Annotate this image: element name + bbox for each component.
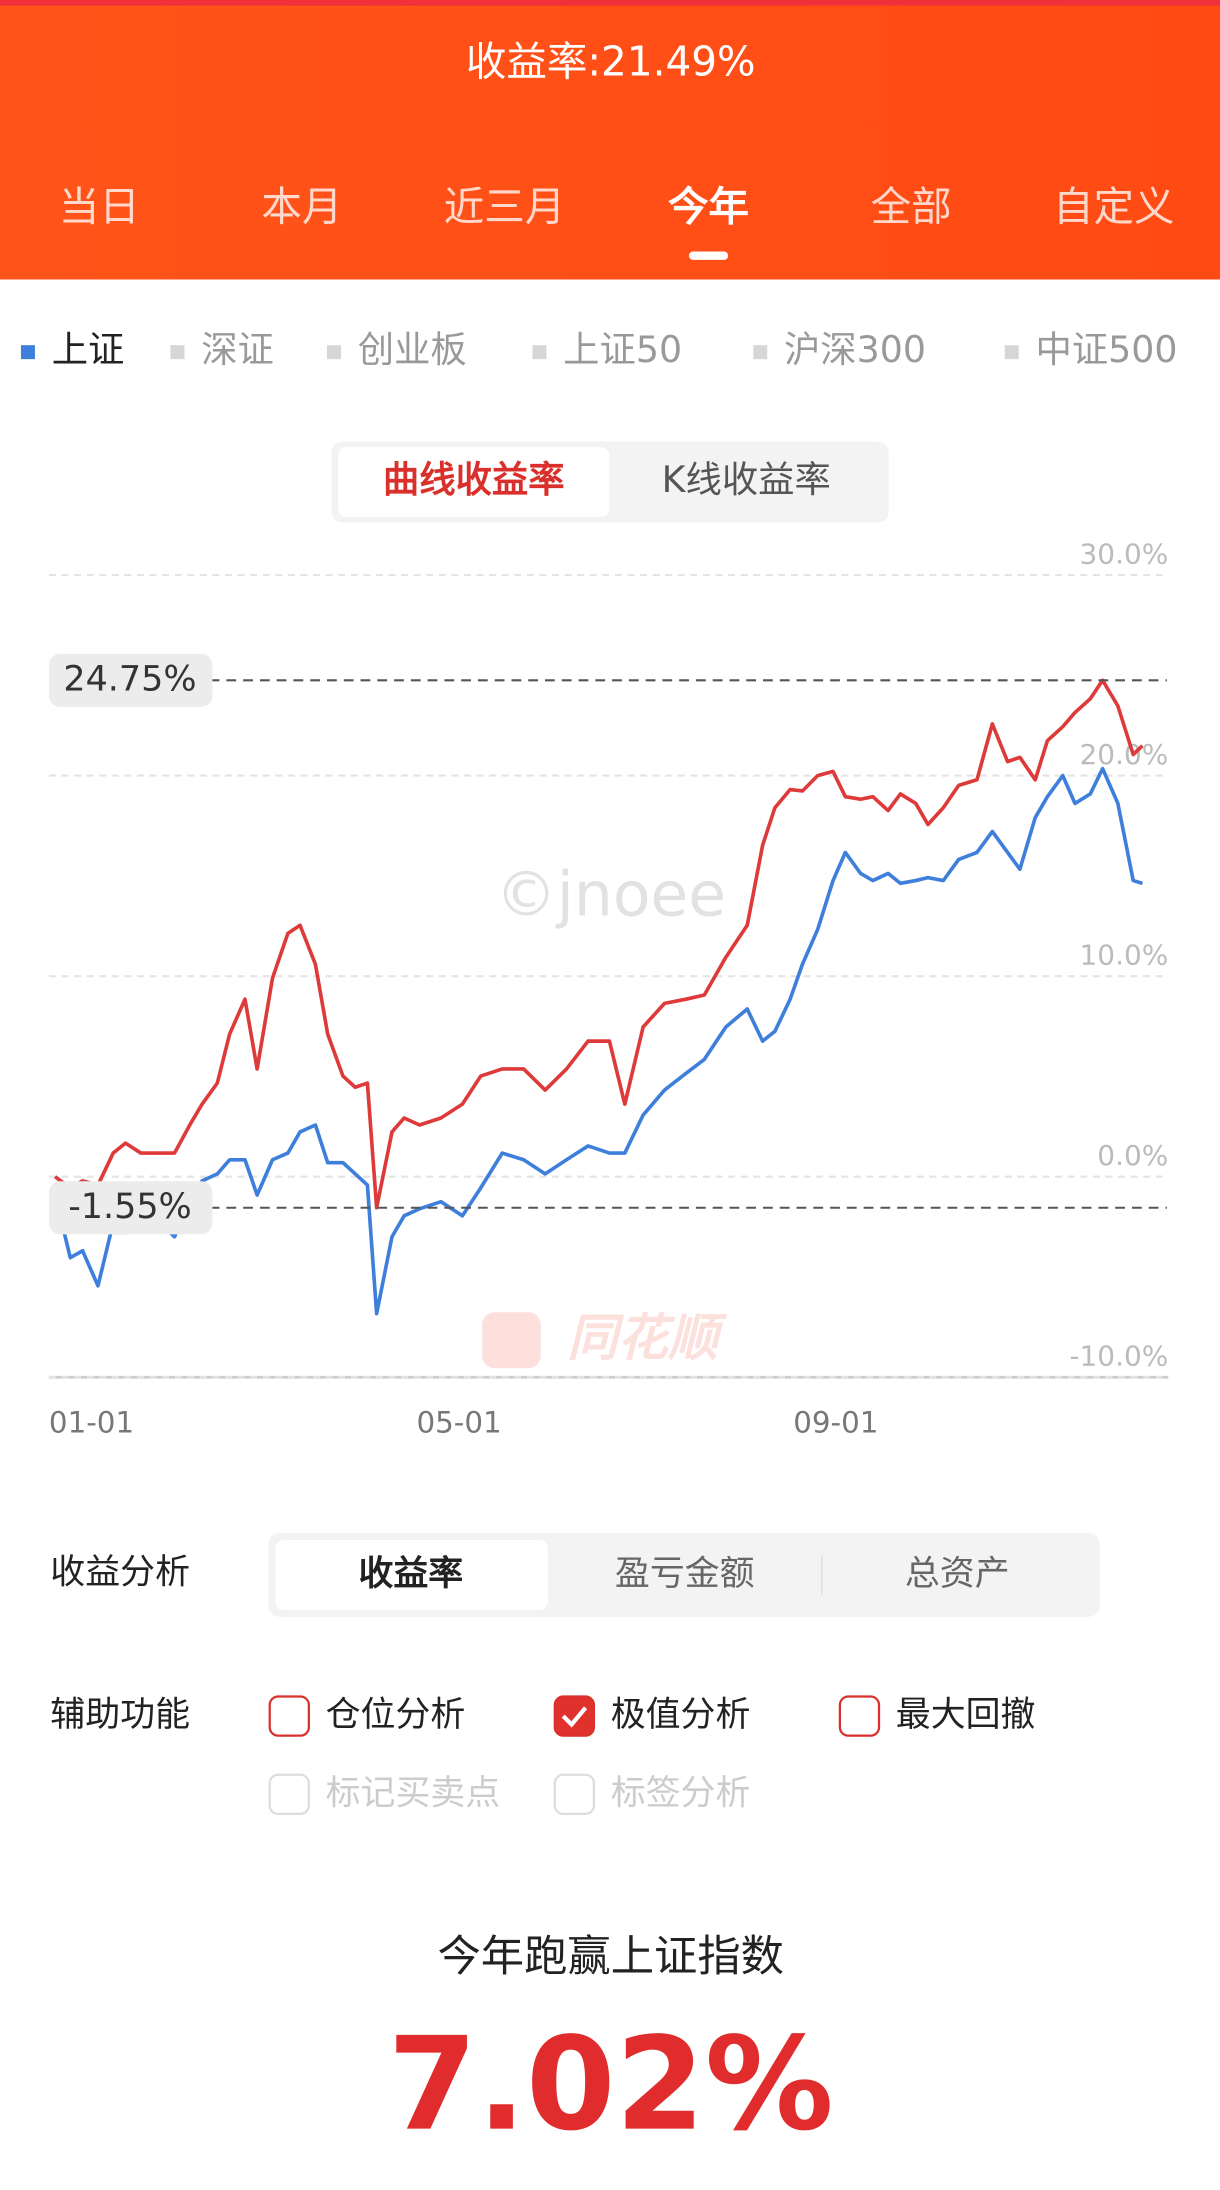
toggle-option[interactable]: K线收益率: [662, 458, 831, 501]
index-marker: [327, 345, 341, 360]
index-option[interactable]: 上证: [52, 328, 125, 371]
series-line: [53, 766, 1143, 1316]
tab[interactable]: 近三月: [444, 183, 566, 231]
x-tick-label: 09-01: [793, 1406, 878, 1440]
tab[interactable]: 当日: [59, 183, 140, 231]
toggle-active: [338, 447, 610, 518]
summary-title: 今年跑赢上证指数: [437, 1932, 784, 1982]
checkbox[interactable]: [553, 1695, 596, 1737]
checkbox-label[interactable]: 极值分析: [611, 1695, 751, 1735]
checkbox: [553, 1773, 596, 1816]
logo-icon: [482, 1312, 541, 1369]
index-marker: [170, 345, 185, 360]
y-tick-label: 30.0%: [1080, 537, 1169, 570]
y-tick-label: 20.0%: [1080, 738, 1169, 771]
index-option[interactable]: 中证500: [1036, 328, 1178, 371]
toggle-option[interactable]: 曲线收益率: [383, 458, 565, 501]
index-option[interactable]: 沪深300: [784, 328, 926, 371]
index-option[interactable]: 深证: [201, 328, 274, 371]
extreme-badge: [48, 1181, 213, 1235]
tab[interactable]: 自定义: [1053, 183, 1175, 231]
checkbox-label: 标记买卖点: [326, 1773, 501, 1813]
status-strip: [0, 0, 1220, 6]
checkbox[interactable]: [268, 1695, 310, 1737]
tab[interactable]: 今年: [668, 183, 749, 231]
segment-active: [275, 1540, 548, 1610]
y-tick-label: 0.0%: [1097, 1139, 1168, 1172]
tab-indicator: [688, 251, 729, 260]
logo-text: 同花顺: [567, 1308, 728, 1367]
y-tick-label: 10.0%: [1080, 939, 1169, 972]
series-line: [53, 678, 1144, 1210]
analysis-label: 收益分析: [50, 1553, 190, 1593]
index-marker: [20, 345, 35, 360]
index-option[interactable]: 上证50: [563, 328, 682, 371]
x-tick-label: 01-01: [49, 1406, 134, 1440]
header-title: 收益率:21.49%: [466, 37, 756, 85]
index-marker: [532, 345, 547, 360]
summary-value: 7.02%: [388, 2011, 834, 2160]
extreme-label: -1.55%: [68, 1187, 192, 1227]
segment-option[interactable]: 盈亏金额: [615, 1554, 755, 1594]
tab[interactable]: 本月: [261, 183, 342, 231]
extreme-badge: [48, 653, 213, 707]
index-marker: [753, 345, 768, 360]
tab[interactable]: 全部: [871, 183, 952, 231]
watermark: ©jnoee: [495, 860, 726, 931]
checkbox-label[interactable]: 仓位分析: [326, 1695, 466, 1735]
checkbox-label: 标签分析: [611, 1773, 751, 1813]
checkmark: [561, 1706, 588, 1728]
index-option[interactable]: 创业板: [358, 328, 467, 371]
x-tick-label: 05-01: [416, 1406, 501, 1440]
segment-option[interactable]: 总资产: [905, 1554, 1010, 1594]
aux-label: 辅助功能: [50, 1695, 190, 1735]
header-bg: [0, 0, 1220, 280]
checkbox-label[interactable]: 最大回撤: [896, 1695, 1036, 1735]
checkbox[interactable]: [838, 1695, 881, 1737]
y-tick-label: -10.0%: [1069, 1340, 1168, 1373]
index-marker: [1004, 345, 1019, 360]
extreme-label: 24.75%: [63, 659, 196, 699]
segment-option[interactable]: 收益率: [358, 1554, 463, 1594]
checkbox: [268, 1773, 310, 1816]
